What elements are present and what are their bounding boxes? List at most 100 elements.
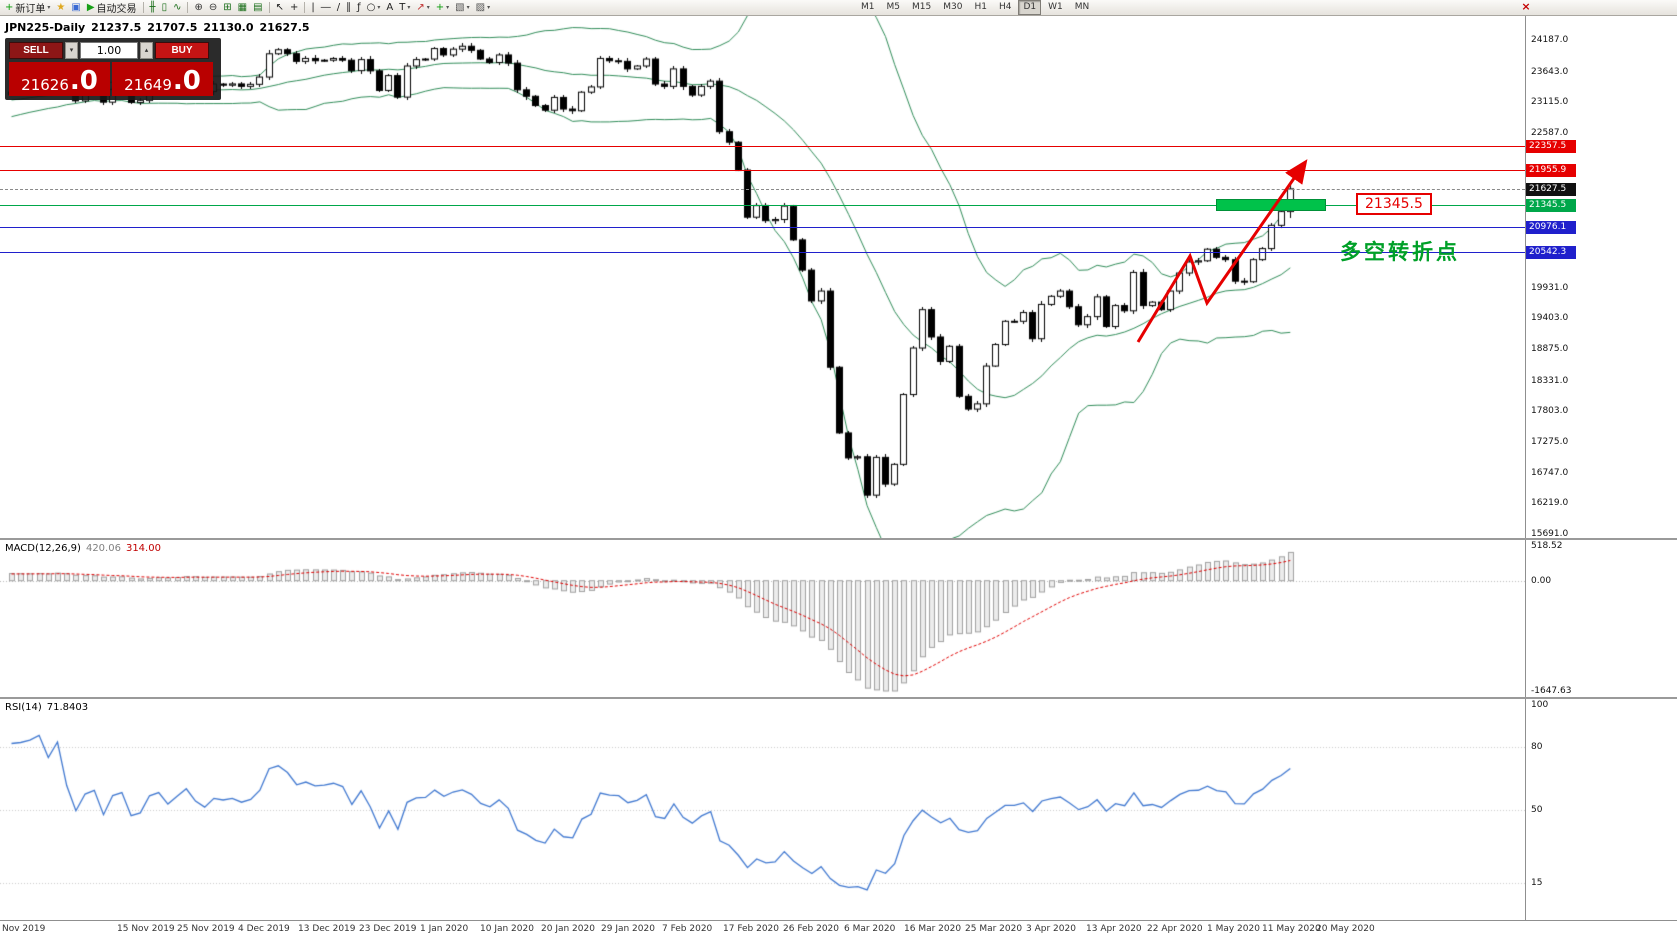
arrow-tool-icon[interactable]: ↗ ▾	[413, 1, 432, 15]
timeframe-m1[interactable]: M1	[861, 2, 875, 12]
rsi-scale-tick: 50	[1531, 805, 1543, 815]
template-icon[interactable]: ▨ ▾	[473, 1, 493, 15]
fibonacci-icon[interactable]: ƒ	[354, 1, 364, 15]
timeframe-w1[interactable]: W1	[1048, 2, 1063, 12]
market-watch-icon[interactable]: ▣	[68, 1, 83, 15]
chevron-down-icon: ▾	[426, 4, 430, 11]
rsi-label: RSI(14) 71.8403	[5, 702, 88, 713]
time-axis-label: 1 Jan 2020	[420, 924, 469, 934]
time-axis-label: 16 Mar 2020	[904, 924, 962, 934]
time-axis-label: 15 Nov 2019	[117, 924, 175, 934]
horizontal-level-line-21955.9[interactable]	[0, 170, 1525, 171]
macd-panel	[0, 540, 1525, 697]
ohlc-close: 21627.5	[259, 21, 310, 34]
bid-price[interactable]: 21626.0	[9, 62, 110, 96]
symbol-title: JPN225-Daily	[5, 21, 86, 34]
main-chart-panel: 21345.5 多空转折点 JPN225-Daily 21237.5 21707.5…	[0, 16, 1525, 538]
zoom-in-icon[interactable]: ⊕	[191, 1, 205, 15]
support-zone-rectangle[interactable]	[1216, 199, 1326, 211]
arrange-windows-icon-glyph: ▤	[253, 1, 263, 13]
price-tag-21345.5: 21345.5	[1526, 199, 1576, 212]
sell-button[interactable]: SELL	[9, 42, 63, 59]
time-axis-label: 7 Feb 2020	[662, 924, 713, 934]
periods-icon[interactable]: ▧ ▾	[452, 1, 472, 15]
timeframe-m5[interactable]: M5	[886, 2, 901, 12]
ask-price[interactable]: 21649.0	[112, 62, 213, 96]
horizontal-level-line-20976.1[interactable]	[0, 227, 1525, 228]
macd-scale-tick: -1647.63	[1531, 686, 1572, 696]
volume-increase-button[interactable]: ▴	[140, 42, 153, 59]
time-axis-label: 11 May 2020	[1262, 924, 1321, 934]
horizontal-level-line-20542.3[interactable]	[0, 252, 1525, 253]
macd-scale-tick: 0.00	[1531, 576, 1552, 586]
timeframe-h1[interactable]: H1	[974, 2, 987, 12]
timeframe-m15[interactable]: M15	[912, 2, 932, 12]
tile-windows-icon-glyph: ⊞	[223, 1, 232, 13]
text-icon[interactable]: A	[383, 1, 396, 15]
vertical-line-icon-glyph: |	[311, 1, 315, 13]
timeframe-toolbar: M1 M5 M15 M30 H1 H4 D1 W1 MN	[855, 0, 1095, 15]
toolbar-separator	[268, 2, 270, 13]
close-chart-icon[interactable]: ×	[1521, 0, 1531, 13]
channel-icon-glyph: ∥	[346, 1, 352, 13]
panel-separator[interactable]	[0, 538, 1677, 540]
zoom-in-icon-glyph: ⊕	[194, 1, 203, 13]
autotrading-button-label: 自动交易	[96, 4, 137, 15]
timeframe-m30[interactable]: M30	[943, 2, 963, 12]
macd-value-signal: 314.00	[125, 543, 161, 554]
trade-controls-row: SELL ▾ ▴ BUY	[9, 42, 217, 59]
trendline-icon[interactable]: /	[334, 1, 343, 15]
timeframe-h4[interactable]: H4	[998, 2, 1012, 12]
current-price-line	[0, 189, 1525, 190]
toolbar: + 新订单 ▾ ★ ▣ ▶ 自动交易 ╫ ▯ ∿ ⊕ ⊖ ⊞ ▦ ▤ ↖ + | ― / ∥ ƒ ○ ▾ A T ▾ ↗ ▾ + ▾ ▧ ▾ ▨ ▾…	[0, 0, 1677, 16]
time-axis-label: 13 Dec 2019	[298, 924, 356, 934]
horizontal-line-icon[interactable]: ―	[318, 1, 334, 15]
panel-separator[interactable]	[0, 697, 1677, 699]
favorites-icon[interactable]: ★	[53, 1, 68, 15]
volume-input[interactable]	[80, 42, 138, 59]
chart-bars-icon-glyph: ╫	[149, 1, 156, 13]
horizontal-level-line-22357.5[interactable]	[0, 146, 1525, 147]
chart-line-icon[interactable]: ∿	[170, 1, 184, 15]
arrow-tool-icon-glyph: ↗	[416, 1, 425, 13]
channel-icon[interactable]: ∥	[343, 1, 354, 15]
toolbar-separator	[142, 2, 144, 13]
cascade-windows-icon[interactable]: ▦	[235, 1, 250, 15]
horizontal-level-line-21345.5[interactable]	[0, 205, 1525, 206]
price-axis-tick: 16747.0	[1531, 468, 1569, 478]
tile-windows-icon[interactable]: ⊞	[220, 1, 234, 15]
time-axis-label: 1 May 2020	[1207, 924, 1260, 934]
timeframe-mn[interactable]: MN	[1074, 2, 1090, 12]
ohlc-open: 21237.5	[91, 21, 142, 34]
crosshair-icon[interactable]: +	[287, 1, 301, 15]
time-axis-label: Nov 2019	[2, 924, 46, 934]
main-chart-canvas[interactable]	[0, 16, 1525, 538]
label-icon[interactable]: T ▾	[396, 1, 413, 15]
indicators-icon[interactable]: + ▾	[433, 1, 452, 15]
price-axis-tick: 17275.0	[1531, 437, 1569, 447]
time-axis-label: 26 Feb 2020	[783, 924, 840, 934]
chart-bars-icon[interactable]: ╫	[147, 1, 159, 15]
time-axis[interactable]	[0, 920, 1677, 937]
price-axis-tick: 19931.0	[1531, 283, 1569, 293]
arrange-windows-icon[interactable]: ▤	[250, 1, 265, 15]
new-order-button[interactable]: + 新订单 ▾	[2, 1, 53, 16]
vertical-line-icon[interactable]: |	[308, 1, 317, 15]
market-watch-icon-glyph: ▣	[71, 1, 81, 13]
crosshair-icon-glyph: +	[289, 1, 299, 13]
autotrading-button[interactable]: ▶ 自动交易	[84, 1, 140, 16]
macd-canvas[interactable]	[0, 540, 1525, 697]
chevron-down-icon: ▾	[377, 4, 381, 11]
price-axis-tick: 23643.0	[1531, 67, 1569, 77]
rsi-canvas[interactable]	[0, 699, 1525, 920]
shapes-icon[interactable]: ○ ▾	[364, 1, 384, 15]
timeframe-d1[interactable]: D1	[1018, 0, 1042, 15]
time-axis-label: 3 Apr 2020	[1026, 924, 1076, 934]
volume-decrease-button[interactable]: ▾	[65, 42, 78, 59]
cursor-icon[interactable]: ↖	[273, 1, 287, 15]
time-axis-label: 13 Apr 2020	[1086, 924, 1142, 934]
zoom-out-icon[interactable]: ⊖	[206, 1, 220, 15]
chart-candles-icon[interactable]: ▯	[159, 1, 171, 15]
buy-button[interactable]: BUY	[155, 42, 209, 59]
